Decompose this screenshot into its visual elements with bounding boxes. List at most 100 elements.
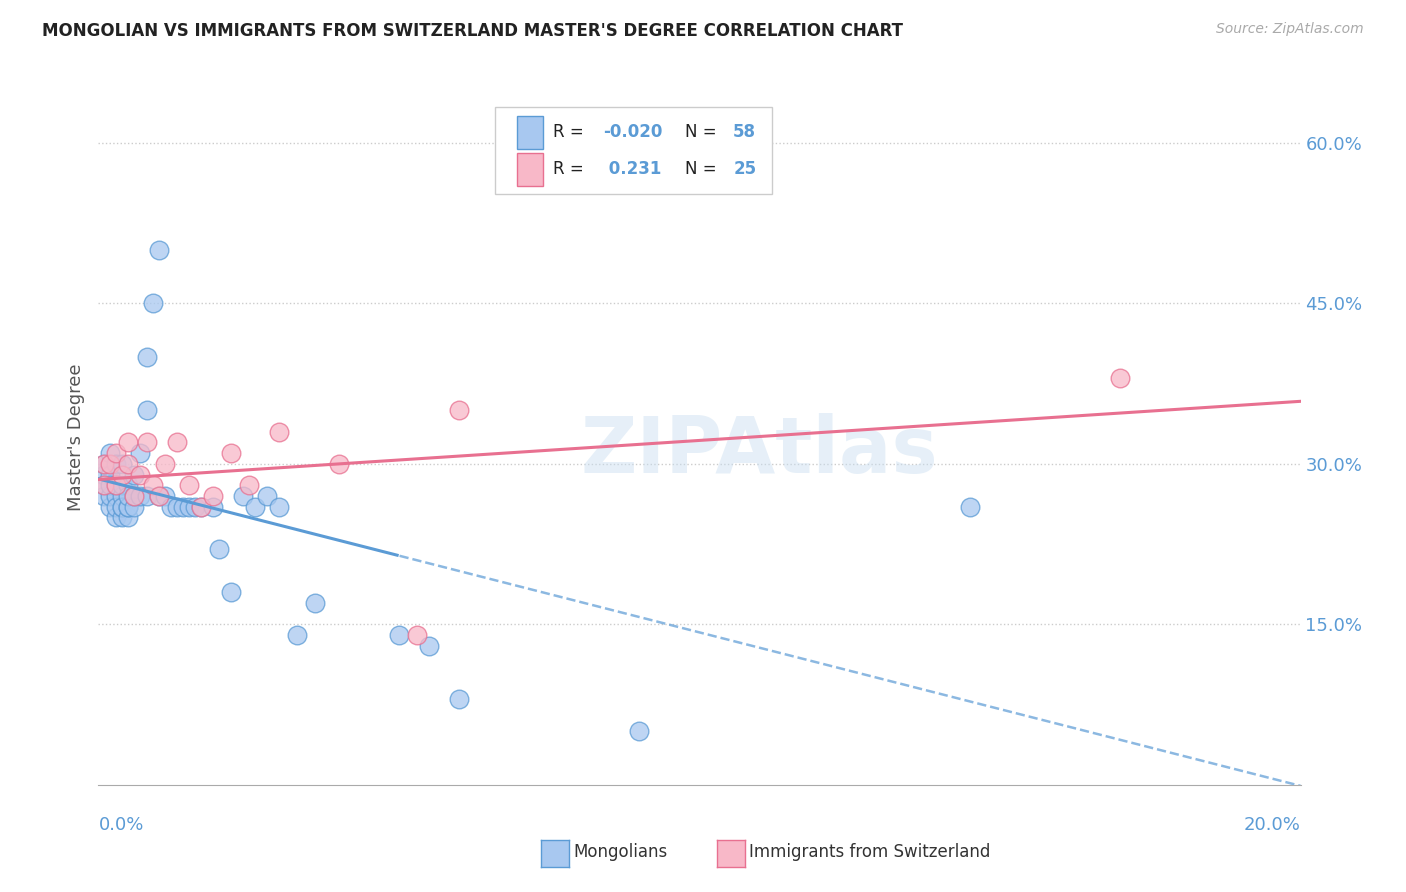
Text: -0.020: -0.020 (603, 123, 662, 142)
Point (418, 639, 440, 653)
Point (111, 467, 134, 482)
Point (105, 500, 128, 514)
Point (117, 489, 139, 503)
Point (105, 489, 128, 503)
Point (328, 457, 350, 471)
Point (135, 435, 157, 450)
Point (111, 478, 134, 492)
Text: N =: N = (685, 123, 721, 142)
Point (219, 446, 242, 460)
Point (388, 628, 411, 642)
Text: 0.231: 0.231 (603, 161, 662, 178)
Bar (517, 116, 543, 149)
Point (406, 628, 429, 642)
Point (304, 596, 326, 610)
Point (129, 446, 152, 460)
Text: 20.0%: 20.0% (1244, 816, 1301, 834)
Point (100, 478, 122, 492)
Text: MONGOLIAN VS IMMIGRANTS FROM SWITZERLAND MASTER'S DEGREE CORRELATION CHART: MONGOLIAN VS IMMIGRANTS FROM SWITZERLAND… (42, 22, 903, 40)
Point (285, 628, 308, 642)
Point (148, 243, 170, 257)
FancyBboxPatch shape (495, 106, 772, 194)
Point (100, 446, 122, 460)
Point (1109, 371, 1132, 385)
Point (177, 500, 200, 514)
Point (93, 457, 115, 471)
Point (105, 478, 128, 492)
Text: 58: 58 (733, 123, 756, 142)
Text: R =: R = (553, 123, 589, 142)
Point (93, 489, 115, 503)
Text: ZIPAtlas: ZIPAtlas (581, 413, 938, 489)
Point (105, 510, 128, 524)
Point (100, 467, 122, 482)
Point (124, 500, 146, 514)
Point (111, 457, 134, 471)
Point (105, 457, 128, 471)
Point (100, 457, 122, 471)
Point (153, 489, 176, 503)
Point (124, 467, 146, 482)
Point (232, 489, 254, 503)
Point (129, 467, 152, 482)
Point (105, 478, 128, 492)
Point (135, 403, 157, 417)
Point (172, 500, 194, 514)
Point (100, 500, 122, 514)
Point (256, 489, 278, 503)
Point (141, 478, 163, 492)
Point (238, 478, 260, 492)
Point (129, 489, 152, 503)
Point (111, 489, 134, 503)
Text: Mongolians: Mongolians (574, 843, 668, 861)
Point (93, 467, 115, 482)
Point (117, 510, 139, 524)
Point (267, 425, 290, 439)
Point (148, 489, 170, 503)
Point (117, 500, 139, 514)
Point (111, 510, 134, 524)
Text: Source: ZipAtlas.com: Source: ZipAtlas.com (1216, 22, 1364, 37)
Point (166, 500, 188, 514)
Point (111, 500, 134, 514)
Point (93, 457, 115, 471)
Point (201, 489, 224, 503)
Point (447, 403, 470, 417)
Point (183, 500, 205, 514)
Point (111, 500, 134, 514)
Point (267, 500, 290, 514)
Point (447, 692, 470, 706)
Text: R =: R = (553, 161, 589, 178)
Y-axis label: Master's Degree: Master's Degree (66, 363, 84, 511)
Bar (517, 153, 543, 186)
Point (93, 478, 115, 492)
Point (124, 489, 146, 503)
Text: Immigrants from Switzerland: Immigrants from Switzerland (749, 843, 991, 861)
Point (219, 585, 242, 599)
Point (628, 724, 651, 739)
Point (117, 478, 139, 492)
Point (117, 500, 139, 514)
Point (117, 435, 139, 450)
Point (177, 478, 200, 492)
Point (117, 457, 139, 471)
Point (105, 446, 128, 460)
Point (135, 350, 157, 364)
Point (243, 500, 266, 514)
Point (159, 500, 181, 514)
Point (153, 457, 176, 471)
Point (93, 478, 115, 492)
Point (148, 489, 170, 503)
Point (105, 478, 128, 492)
Text: 25: 25 (733, 161, 756, 178)
Point (100, 489, 122, 503)
Point (190, 500, 212, 514)
Point (124, 489, 146, 503)
Point (959, 500, 981, 514)
Point (141, 296, 163, 310)
Point (166, 435, 188, 450)
Point (201, 500, 224, 514)
Text: N =: N = (685, 161, 721, 178)
Text: 0.0%: 0.0% (98, 816, 143, 834)
Point (208, 542, 231, 557)
